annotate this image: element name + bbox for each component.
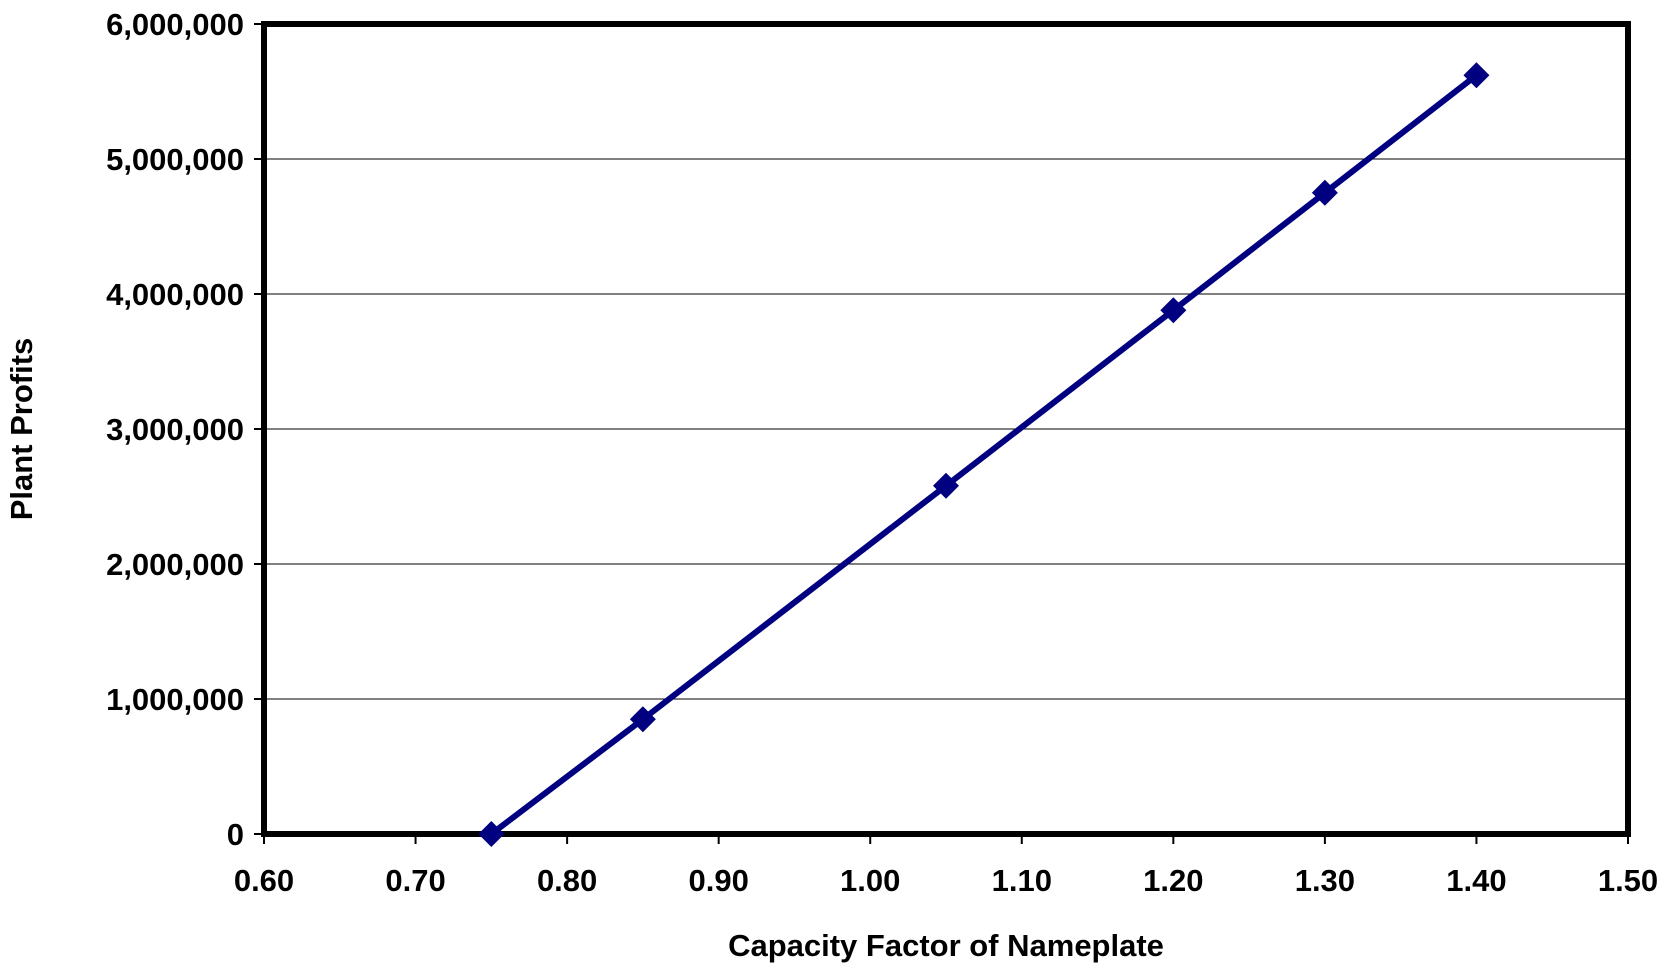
x-tick-label: 0.60 (234, 863, 294, 898)
y-tick-label: 4,000,000 (106, 277, 244, 312)
x-tick-label: 1.30 (1295, 863, 1355, 898)
x-tick-label: 1.40 (1446, 863, 1506, 898)
x-tick-label: 0.80 (537, 863, 597, 898)
y-tick-label: 5,000,000 (106, 142, 244, 177)
data-point-marker (1311, 179, 1338, 206)
data-point-marker (629, 706, 656, 733)
x-tick-label: 1.10 (992, 863, 1052, 898)
grid-lines (264, 158, 1628, 700)
x-tick-label: 1.50 (1598, 863, 1658, 898)
x-tick-label: 1.20 (1143, 863, 1203, 898)
data-point-marker (1463, 62, 1490, 89)
data-point-marker (478, 821, 505, 847)
x-tick-label: 1.00 (840, 863, 900, 898)
series-layer (478, 62, 1490, 847)
series-line (489, 72, 1479, 837)
x-tick-label: 0.70 (385, 863, 445, 898)
y-tick-label: 3,000,000 (106, 412, 244, 447)
y-tick-label: 2,000,000 (106, 547, 244, 582)
data-point-marker (1160, 297, 1187, 324)
y-axis-ticks: 0 1,000,000 2,000,000 3,000,000 4,000,000 5,0… (106, 7, 264, 852)
x-axis-title: Capacity Factor of Nameplate (728, 928, 1164, 963)
data-point-marker (933, 472, 959, 499)
y-tick-label: 6,000,000 (106, 7, 244, 42)
x-tick-label: 0.90 (688, 863, 748, 898)
y-tick-label: 0 (227, 817, 244, 852)
y-axis-title: Plant Profits (4, 338, 39, 521)
y-tick-label: 1,000,000 (106, 682, 244, 717)
x-axis-ticks: 0.60 0.70 0.80 0.90 1.00 1.10 1.20 1.30 1.40 1.50 (234, 834, 1658, 898)
